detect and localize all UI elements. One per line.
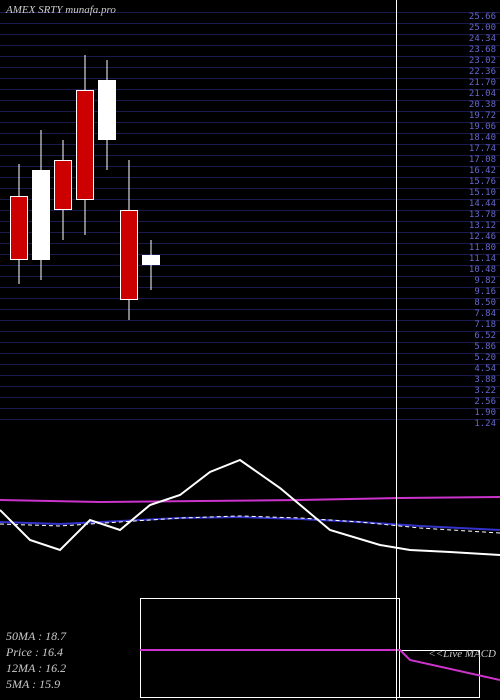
indicator-info-box: 50MA : 18.7 Price : 16.4 12MA : 16.2 5MA… bbox=[6, 628, 66, 692]
vertical-cursor-line bbox=[396, 0, 397, 700]
stock-chart: AMEX SRTY munafa.pro 25.6625.0024.3423.6… bbox=[0, 0, 500, 700]
macd-line bbox=[0, 0, 500, 700]
moving-average-lines bbox=[0, 0, 500, 700]
ma12-value: 12MA : 16.2 bbox=[6, 660, 66, 676]
ma50-value: 50MA : 18.7 bbox=[6, 628, 66, 644]
price-value: Price : 16.4 bbox=[6, 644, 66, 660]
chart-title: AMEX SRTY munafa.pro bbox=[6, 4, 116, 16]
macd-label: <<Live MACD bbox=[428, 648, 496, 660]
ma5-value: 5MA : 15.9 bbox=[6, 676, 66, 692]
price-axis-labels: 25.6625.0024.3423.6823.0222.3621.7021.04… bbox=[469, 12, 496, 430]
